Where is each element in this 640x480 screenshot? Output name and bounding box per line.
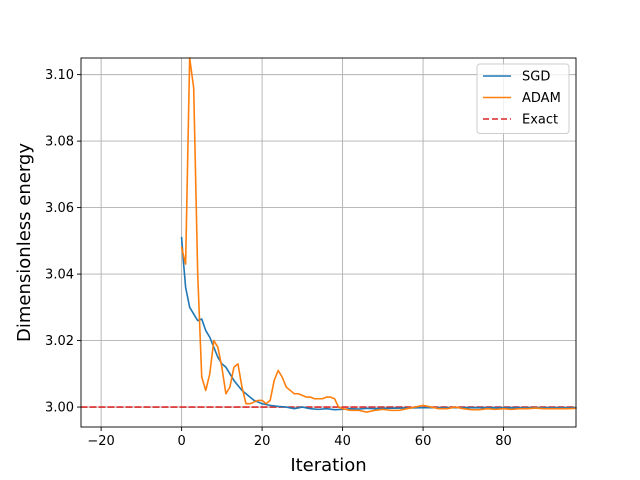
- x-axis-label: Iteration: [290, 455, 366, 476]
- x-tick-label: 80: [495, 434, 512, 449]
- y-axis-label: Dimensionless energy: [14, 143, 35, 342]
- x-tick-label: 0: [177, 434, 185, 449]
- legend-label-adam: ADAM: [522, 91, 561, 106]
- series-line-adam: [180, 57, 577, 413]
- x-tick-label: 60: [415, 434, 432, 449]
- legend-box: [476, 63, 570, 134]
- x-tick-label: 40: [334, 434, 351, 449]
- legend: SGD ADAM Exact: [476, 63, 570, 134]
- legend-label-exact: Exact: [522, 113, 558, 128]
- y-tick-label: 3.04: [45, 268, 74, 283]
- ticks: −20 0 20 40 60 80 3.00 3.02 3.04 3.06 3.08 3.10: [45, 68, 512, 449]
- plot-frame: [80, 57, 577, 428]
- series-layer: [80, 57, 577, 413]
- series-line-sgd: [180, 236, 577, 411]
- y-tick-label: 3.08: [45, 135, 74, 150]
- x-tick-label: −20: [87, 434, 114, 449]
- y-tick-label: 3.02: [45, 334, 74, 349]
- x-tick-label: 20: [254, 434, 271, 449]
- legend-label-sgd: SGD: [522, 70, 550, 85]
- y-tick-label: 3.10: [45, 68, 74, 83]
- y-tick-label: 3.00: [45, 401, 74, 416]
- y-tick-label: 3.06: [45, 201, 74, 216]
